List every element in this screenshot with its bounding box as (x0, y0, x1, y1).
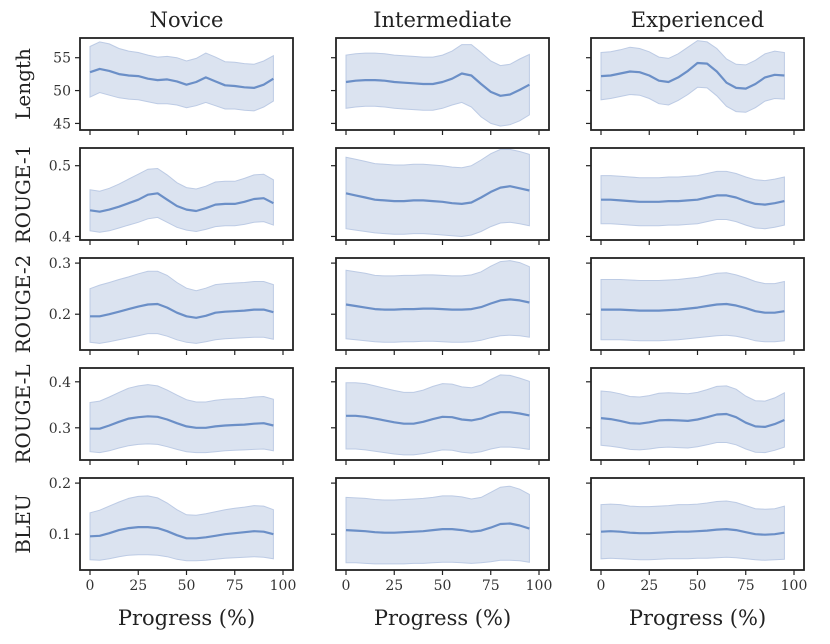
confidence-band (89, 41, 274, 112)
row-label-bleu: BLEU (11, 494, 35, 553)
x-tick-label: 0 (342, 578, 351, 594)
row-label-rouge-2: ROUGE-2 (11, 255, 35, 354)
panel-rouge-1-experienced (586, 147, 805, 245)
x-tick-label: 25 (385, 578, 403, 594)
mean-line (89, 525, 274, 540)
x-tick-label: 25 (129, 578, 147, 594)
panel-rouge-1-novice: 0.4 0.5 (49, 147, 294, 245)
mean-line (345, 72, 530, 97)
x-tick-label: 100 (526, 578, 553, 594)
mean-line (346, 411, 530, 425)
panel-rouge-2-intermediate (331, 257, 550, 355)
y-tick-label: 0.3 (49, 421, 71, 437)
y-tick-label: 0.1 (49, 527, 71, 543)
x-tick-label: 25 (640, 578, 658, 594)
confidence-band (89, 270, 274, 344)
row-label-rouge-1: ROUGE-1 (11, 145, 35, 244)
y-tick-label: 0.4 (49, 375, 71, 391)
column-title-intermediate: Intermediate (373, 8, 512, 32)
mean-line (601, 302, 785, 314)
panel-bleu-experienced: 0 25 50 75 100 (586, 477, 808, 594)
y-tick-label: 0.2 (49, 476, 71, 492)
confidence-band (89, 167, 274, 233)
panel-rouge-2-experienced (586, 257, 805, 355)
column-title-novice: Novice (150, 8, 224, 32)
y-tick-label: 0.5 (49, 159, 71, 175)
confidence-band (345, 374, 530, 456)
x-tick-label: 50 (178, 578, 196, 594)
x-tick-label: 50 (689, 578, 707, 594)
mean-line (600, 412, 785, 428)
mean-line (345, 298, 530, 311)
confidence-band (89, 495, 274, 562)
x-axis-label: Progress (%) (629, 606, 766, 630)
panel-length-experienced (586, 37, 805, 135)
x-tick-label: 100 (270, 578, 297, 594)
mean-line (600, 61, 785, 90)
panel-bleu-novice: 0.1 0.2 0 25 50 75 100 (49, 476, 297, 594)
column-title-experienced: Experienced (631, 8, 764, 32)
y-tick-label: 45 (53, 116, 71, 132)
x-tick-label: 50 (434, 578, 452, 594)
mean-line (600, 527, 785, 536)
x-tick-label: 75 (226, 578, 244, 594)
panel-bleu-intermediate: 0 25 50 75 100 (331, 477, 553, 594)
y-tick-label: 0.4 (49, 229, 71, 245)
panel-length-intermediate (331, 37, 550, 135)
mean-line (90, 415, 274, 430)
x-axis-label: Progress (%) (118, 606, 255, 630)
panel-rouge-2-novice: 0.2 0.3 (49, 256, 294, 355)
panel-length-novice: 45 50 55 (53, 37, 294, 135)
x-tick-label: 75 (482, 578, 500, 594)
panel-rouge-1-intermediate (331, 147, 550, 245)
x-tick-label: 100 (781, 578, 808, 594)
x-tick-label: 75 (737, 578, 755, 594)
confidence-band (345, 44, 530, 127)
mean-line (601, 194, 785, 206)
confidence-band (345, 485, 530, 565)
x-tick-label: 0 (597, 578, 606, 594)
confidence-band (600, 40, 785, 113)
confidence-band (89, 384, 274, 454)
y-tick-label: 55 (53, 51, 71, 67)
mean-line (90, 302, 274, 319)
mean-line (89, 192, 274, 213)
panel-rouge-l-novice: 0.3 0.4 (49, 367, 294, 465)
confidence-band (345, 260, 530, 343)
mean-line (345, 522, 530, 534)
mean-line (345, 185, 530, 205)
mean-line (89, 67, 274, 90)
confidence-band (345, 148, 530, 238)
y-tick-label: 0.3 (49, 256, 71, 272)
row-label-rouge-l: ROUGE-L (11, 364, 35, 463)
row-label-length: Length (11, 48, 35, 120)
x-tick-label: 0 (86, 578, 95, 594)
panel-rouge-l-intermediate (331, 367, 550, 465)
panel-rouge-l-experienced (586, 367, 805, 465)
x-axis-label: Progress (%) (374, 606, 511, 630)
y-tick-label: 0.2 (49, 307, 71, 323)
y-tick-label: 50 (53, 84, 71, 100)
